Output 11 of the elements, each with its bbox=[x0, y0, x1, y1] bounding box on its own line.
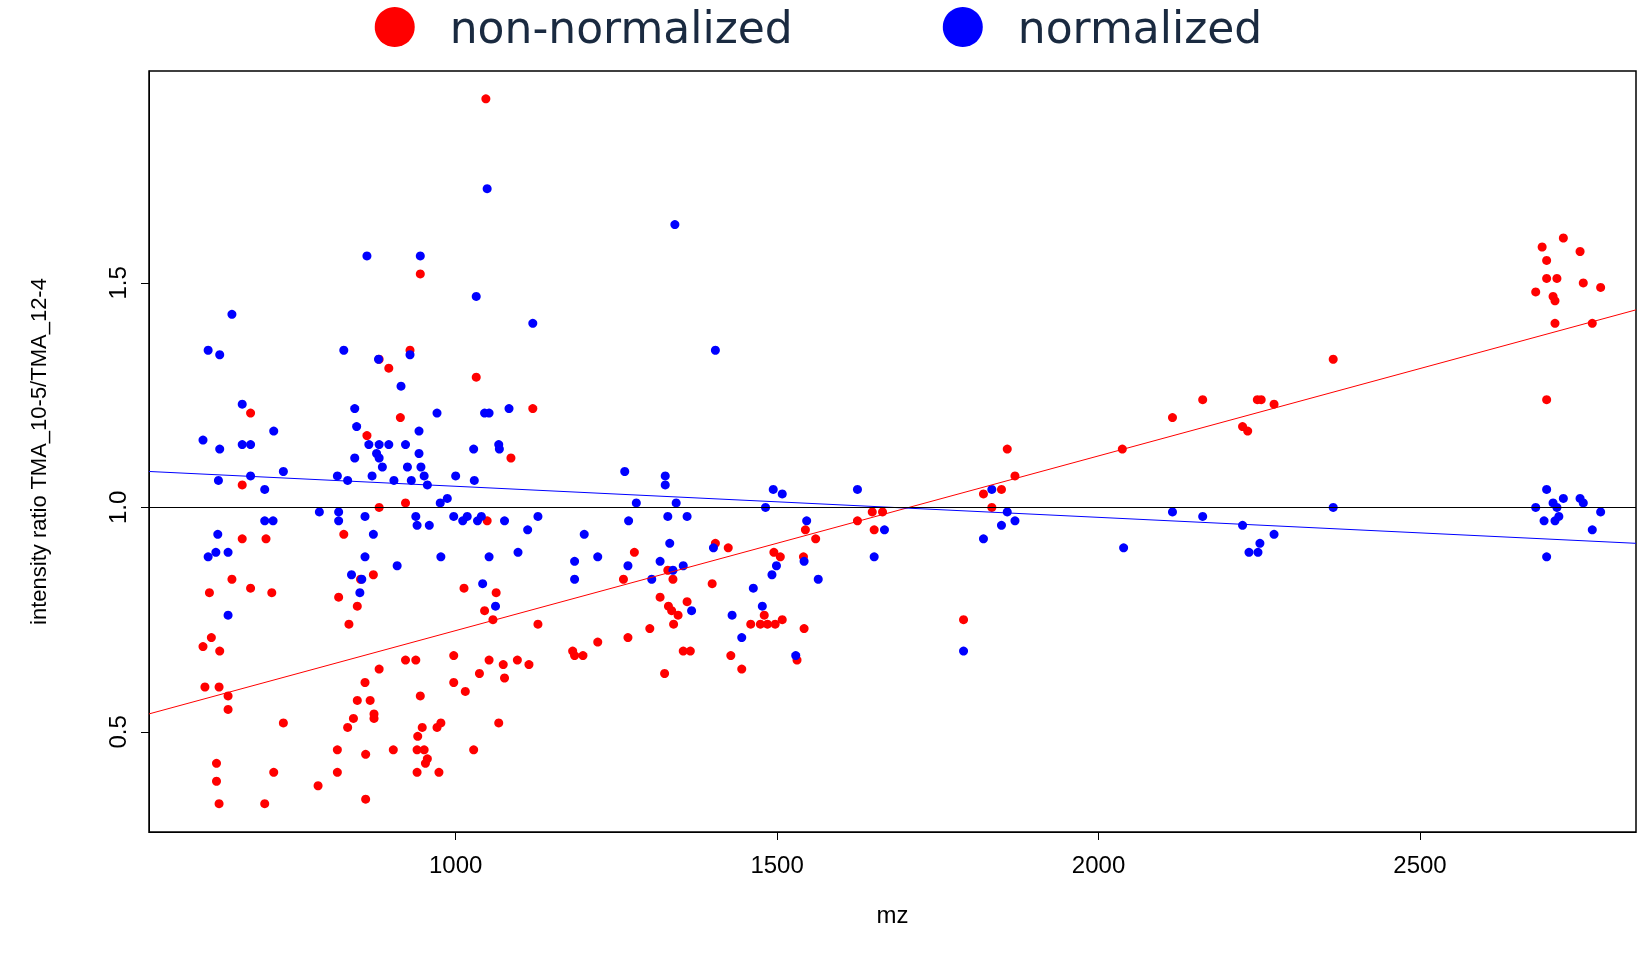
x-tick-label: 2500 bbox=[1393, 850, 1447, 878]
x-tick-label: 1500 bbox=[750, 850, 804, 878]
y-tick-label: 0.5 bbox=[103, 715, 131, 749]
y-tick-label: 1.0 bbox=[103, 490, 131, 525]
y-tick-label: 1.5 bbox=[103, 266, 131, 300]
x-axis-title: mz bbox=[876, 900, 909, 928]
legend-label: non-normalized bbox=[449, 1, 793, 53]
x-tick-label: 1000 bbox=[428, 850, 483, 878]
y-axis-title: intensity ratio TMA_10-5/TMA_12-4 bbox=[25, 278, 51, 625]
legend-label: normalized bbox=[1017, 1, 1263, 53]
x-tick-label: 2000 bbox=[1071, 850, 1126, 878]
